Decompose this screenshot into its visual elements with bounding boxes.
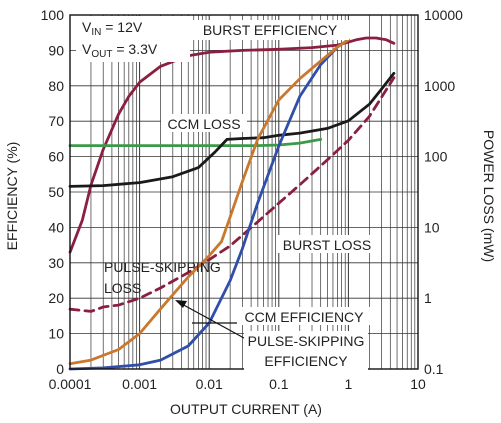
label-ps-loss: LOSS (104, 280, 141, 296)
y-tick-label: 30 (48, 255, 64, 271)
y2-tick-label: 1000 (424, 78, 455, 94)
label-burst-loss-backdrop (278, 235, 376, 253)
x-axis-title: OUTPUT CURRENT (A) (170, 401, 322, 417)
y2-tick-label: 10000 (424, 7, 463, 23)
label-burst-loss: BURST LOSS (283, 237, 371, 253)
y2-tick-label: 100 (424, 149, 448, 165)
y-tick-label: 100 (41, 7, 65, 23)
label-ps-loss: PULSE-SKIPPING (104, 259, 221, 275)
x-tick-label: 1 (345, 376, 353, 392)
y2-tick-label: 1 (424, 290, 432, 306)
tick-labels: 0.0001 0.001 0.01 0.1 1 100102030405060708090… (41, 7, 464, 392)
y-tick-label: 20 (48, 290, 64, 306)
label-ccm-eff-backdrop (237, 307, 371, 325)
series-line-ccm-loss (68, 137, 323, 148)
ps-eff-leader-arrow (175, 300, 187, 308)
y2-tick-label: 0.1 (424, 361, 444, 377)
annotation-labels: BURST EFFICIENCY CCM LOSS BURST LOSS PULSE-… (104, 20, 376, 373)
series-group (68, 36, 396, 371)
label-burst-eff: BURST EFFICIENCY (203, 22, 338, 38)
y2-tick-label: 10 (424, 219, 440, 235)
label-ccm-loss: CCM LOSS (167, 116, 240, 132)
label-ccm-loss-backdrop (161, 114, 247, 132)
y-tick-label: 40 (48, 219, 64, 235)
y-tick-label: 90 (48, 42, 64, 58)
y-tick-label: 0 (56, 361, 64, 377)
series-line-burst-eff (68, 36, 396, 254)
label-ccm-eff: CCM EFFICIENCY (245, 309, 365, 325)
y-tick-label: 60 (48, 149, 64, 165)
y-axis-title: EFFICIENCY (%) (4, 142, 20, 251)
label-ps-eff: PULSE-SKIPPING (248, 333, 365, 349)
y-tick-label: 50 (48, 184, 64, 200)
series-line-burst-loss (68, 76, 396, 313)
y2-axis-title: POWER LOSS (mW) (481, 130, 497, 262)
label-burst-eff-backdrop (191, 20, 349, 40)
y-tick-label: 10 (48, 326, 64, 342)
vin-condition: VIN = 12V (82, 19, 143, 38)
series-line-ps-eff (68, 38, 350, 366)
label-ps-eff-backdrop (244, 331, 368, 373)
series-line-ccm-eff (68, 38, 350, 371)
x-tick-label: 0.001 (122, 376, 157, 392)
conditions-backdrop (76, 16, 190, 62)
y-tick-label: 80 (48, 78, 64, 94)
label-ps-eff: EFFICIENCY (264, 353, 348, 369)
x-tick-label: 0.0001 (49, 376, 92, 392)
y-tick-label: 70 (48, 113, 64, 129)
x-tick-label: 0.01 (196, 376, 223, 392)
vout-condition: VOUT = 3.3V (82, 41, 158, 60)
x-tick-label: 10 (410, 376, 426, 392)
x-tick-label: 0.1 (269, 376, 289, 392)
series-line-ps-loss (68, 71, 396, 188)
